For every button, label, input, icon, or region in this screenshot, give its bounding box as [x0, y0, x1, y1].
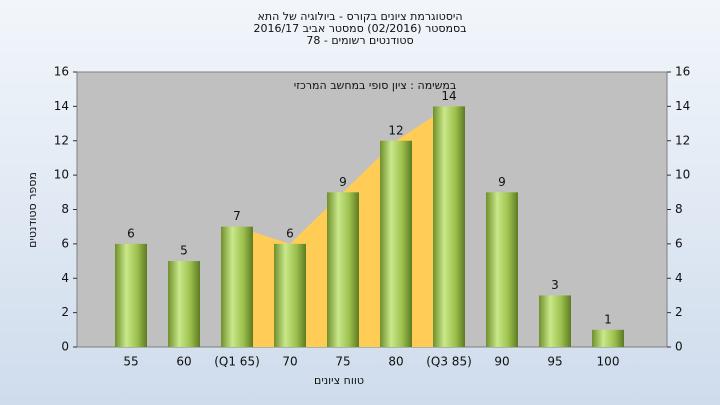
x-tick-label: 95	[547, 355, 562, 369]
value-label: 12	[388, 123, 403, 137]
annotation: במשימה : ציון סופי במחשב המרכזי	[294, 79, 457, 92]
y2-tick-label: 12	[675, 133, 690, 147]
y-tick-label: 10	[54, 168, 69, 182]
bar	[221, 226, 253, 347]
y2-tick-label: 10	[675, 168, 690, 182]
y2-tick-label: 2	[675, 305, 683, 319]
value-label: 5	[180, 244, 188, 258]
bar	[115, 243, 147, 347]
y2-tick-label: 8	[675, 202, 683, 216]
value-label: 9	[498, 175, 506, 189]
bar	[486, 192, 518, 347]
y-tick-label: 0	[61, 340, 69, 354]
y-tick-label: 4	[61, 271, 69, 285]
y-tick-label: 6	[61, 236, 69, 250]
y-tick-label: 12	[54, 133, 69, 147]
y-axis-label: מספר סטודנטים	[26, 172, 39, 248]
bar	[539, 295, 571, 347]
value-label: 3	[551, 278, 559, 292]
x-tick-label: 60	[176, 355, 191, 369]
bar	[327, 192, 359, 347]
x-tick-label: (Q3 85)	[426, 355, 472, 369]
value-label: 7	[233, 209, 241, 223]
y-tick-label: 8	[61, 202, 69, 216]
value-label: 1	[604, 312, 612, 326]
bar	[168, 261, 200, 347]
x-axis-label: טווח ציונים	[314, 374, 364, 387]
value-label: 6	[286, 226, 294, 240]
bar	[433, 106, 465, 347]
x-tick-label: 80	[388, 355, 403, 369]
x-tick-label: (Q1 65)	[214, 355, 260, 369]
x-tick-label: 90	[494, 355, 509, 369]
x-tick-label: 55	[123, 355, 138, 369]
bar	[592, 329, 624, 347]
y-tick-label: 16	[54, 65, 69, 79]
value-label: 9	[339, 175, 347, 189]
y2-tick-label: 0	[675, 340, 683, 354]
value-label: 14	[441, 89, 456, 103]
x-tick-label: 70	[282, 355, 297, 369]
y2-tick-label: 6	[675, 236, 683, 250]
x-tick-label: 75	[335, 355, 350, 369]
y-tick-label: 2	[61, 305, 69, 319]
bar	[380, 140, 412, 347]
bar	[274, 243, 306, 347]
x-tick-label: 100	[597, 355, 620, 369]
chart-subtitle: סטודנטים רשומים - 78	[306, 34, 413, 47]
chart-subtitle: בסמסטר (02/2016) סמסטר אביב 2016/17	[253, 22, 466, 35]
y-tick-label: 14	[54, 99, 69, 113]
y2-tick-label: 16	[675, 65, 690, 79]
y2-tick-label: 14	[675, 99, 690, 113]
y2-tick-label: 4	[675, 271, 683, 285]
chart-title: היסטוגרמת ציונים בקורס - ביולוגיה של התא	[257, 10, 462, 23]
value-label: 6	[127, 226, 135, 240]
